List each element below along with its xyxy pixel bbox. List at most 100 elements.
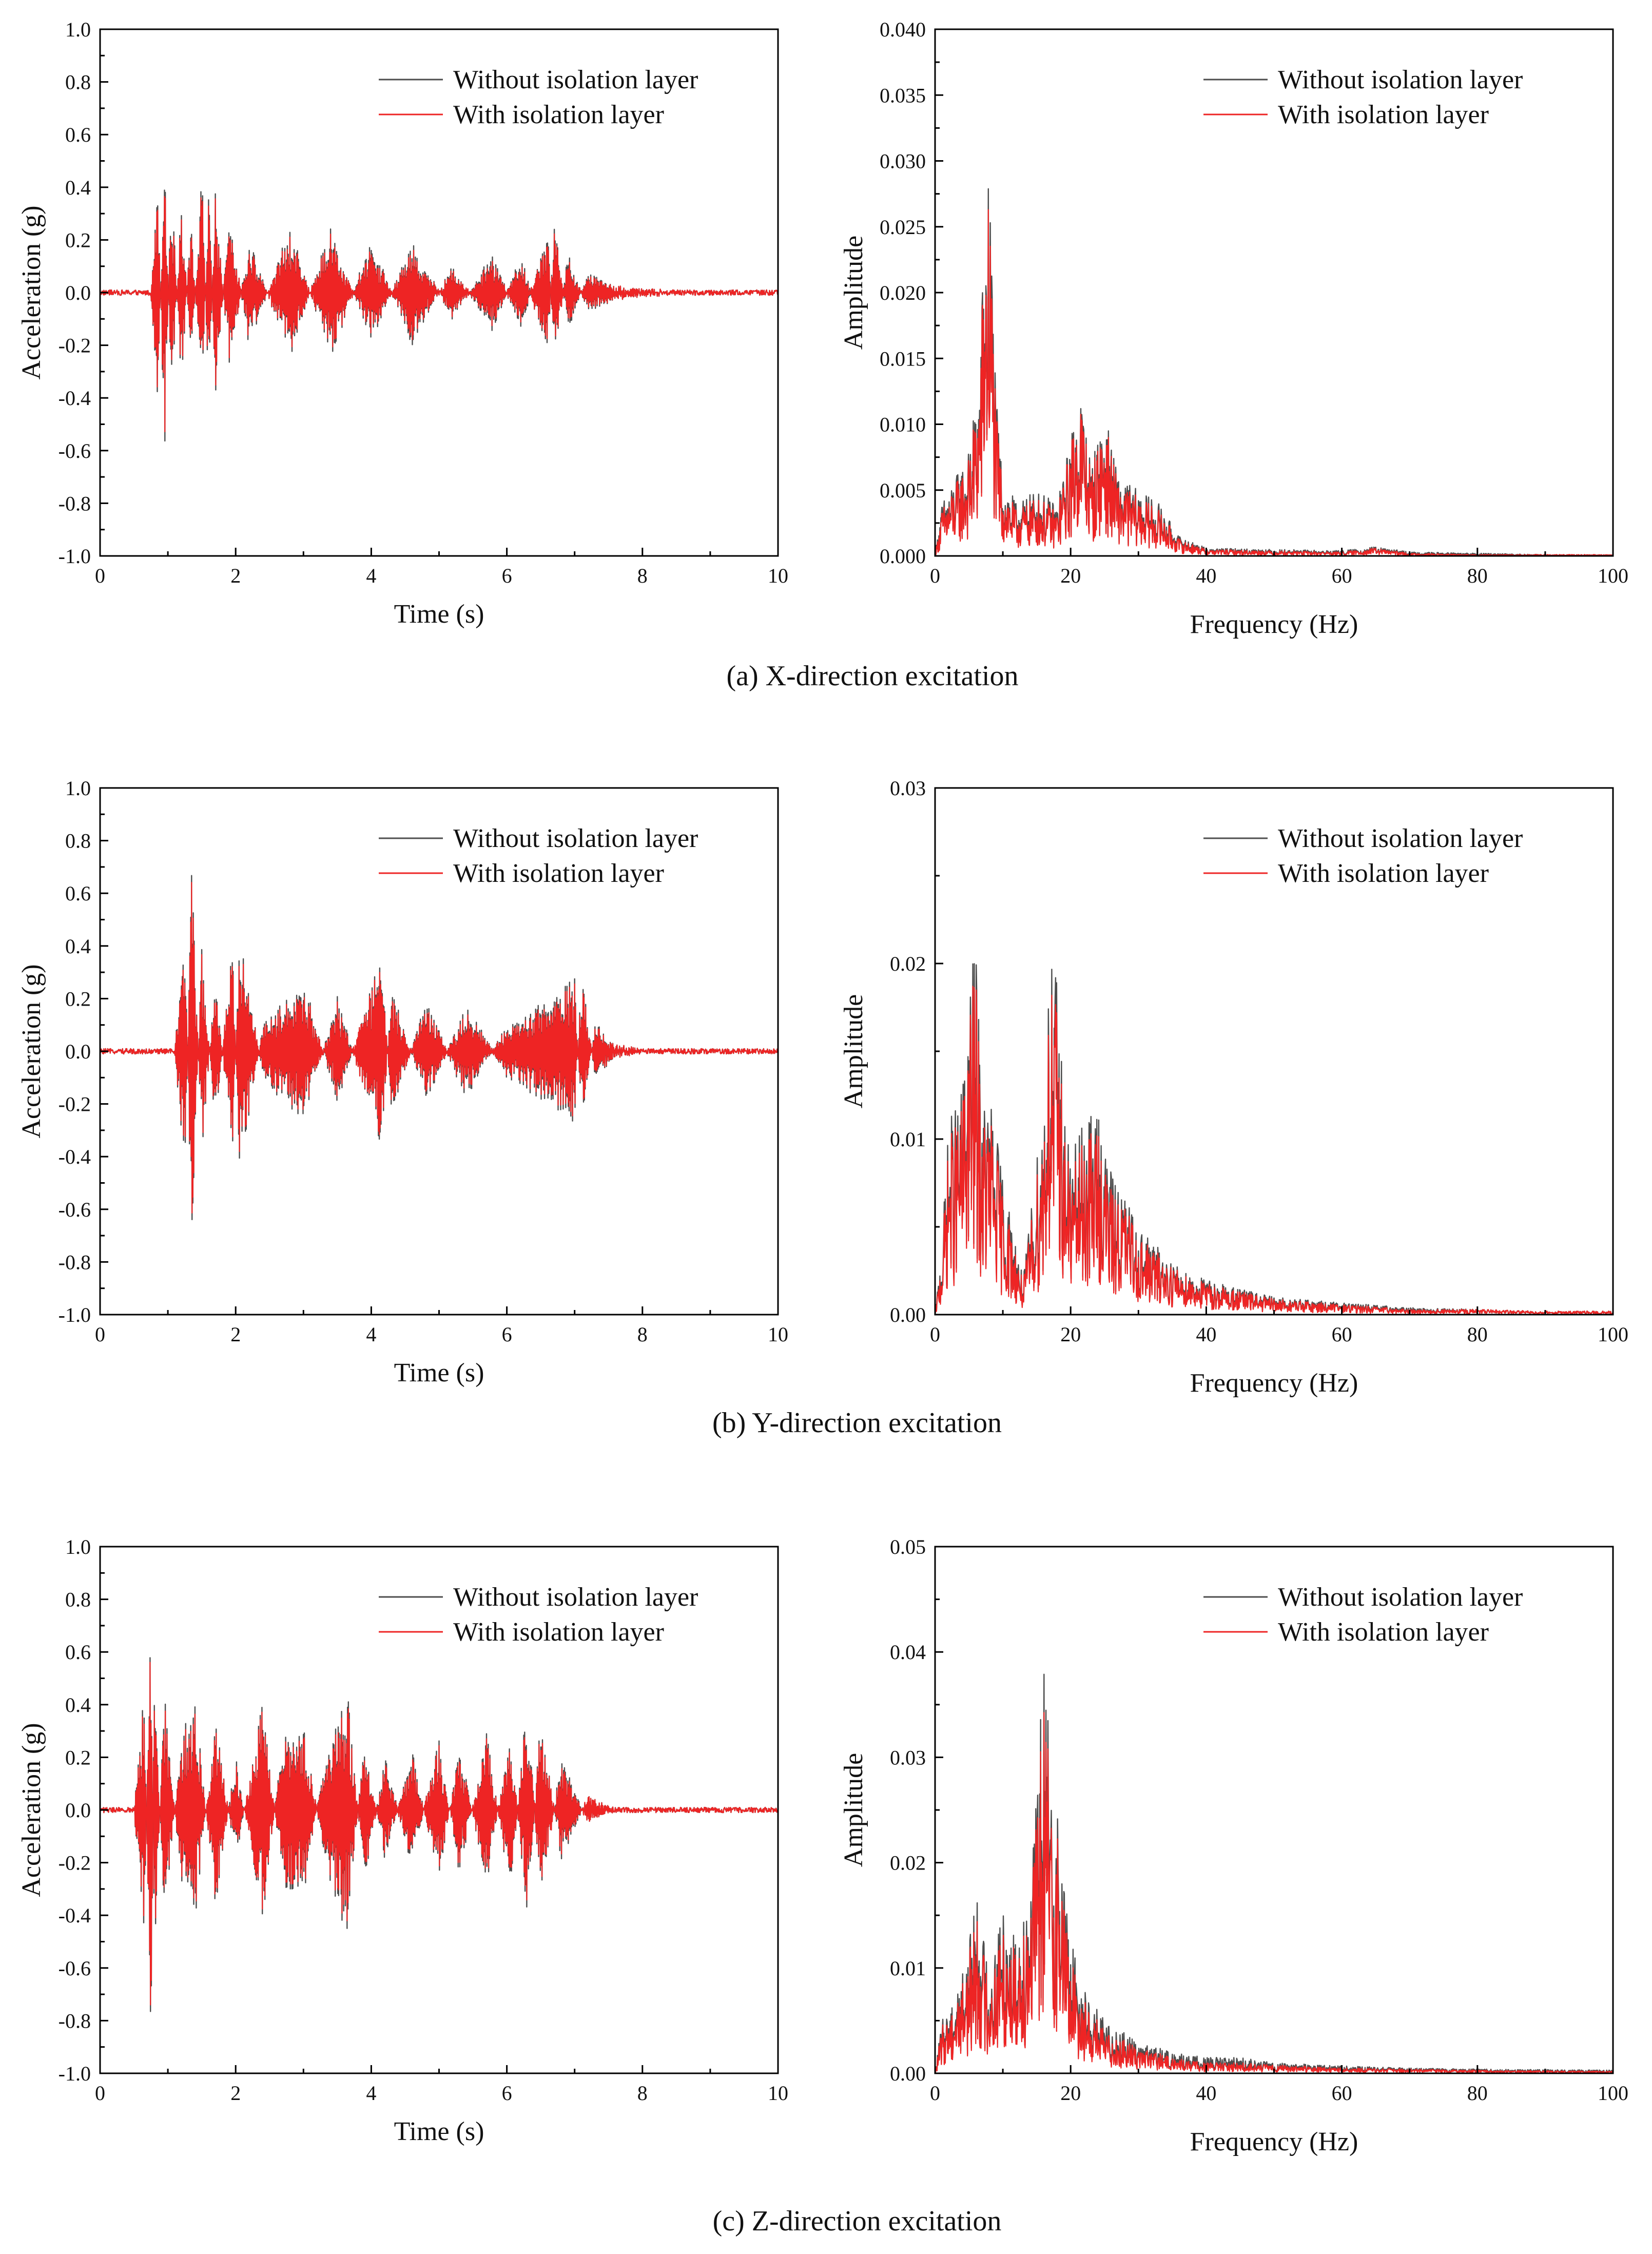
y-axis-title: Amplitude — [839, 236, 868, 350]
x-tick-label: 80 — [1467, 1323, 1488, 1346]
y-tick-label: 0.035 — [880, 84, 926, 107]
caption-a: (a) X-direction excitation — [726, 660, 1018, 692]
y-tick-label: 0.01 — [890, 1128, 926, 1151]
y-tick-label: 0.0 — [65, 281, 91, 304]
y-tick-label: 0.00 — [890, 1303, 926, 1326]
x-tick-label: 10 — [768, 564, 788, 587]
caption-c: (c) Z-direction excitation — [713, 2205, 1002, 2237]
y-tick-label: -0.2 — [59, 1093, 91, 1116]
x-tick-label: 80 — [1467, 564, 1488, 587]
x-axis-title: Frequency (Hz) — [1190, 2127, 1358, 2156]
y-tick-label: 1.0 — [65, 18, 91, 41]
x-tick-label: 0 — [930, 564, 940, 587]
legend-label-without: Without isolation layer — [453, 65, 698, 94]
y-tick-label: 0.03 — [890, 1746, 926, 1769]
y-tick-label: 0.030 — [880, 150, 926, 173]
y-tick-label: -0.4 — [59, 1904, 91, 1927]
chart-y-time: 0 2 4 6 8 10 -1.0 -0.8 -0.6 -0.4 -0.2 0.0 0.2 0.4 0.6 0… — [17, 777, 788, 1388]
x-tick-label: 60 — [1332, 1323, 1352, 1346]
legend-label-without: Without isolation layer — [453, 824, 698, 853]
y-tick-label: 0.040 — [880, 18, 926, 41]
x-tick-label: 60 — [1332, 564, 1352, 587]
legend-label-with: With isolation layer — [453, 100, 664, 129]
chart-z-freq: 0 20 40 60 80 100 0.00 0.01 0.02 0.03 0.04 0.05 Freq… — [839, 1535, 1628, 2156]
y-tick-label: 1.0 — [65, 777, 91, 800]
y-tick-label: -0.8 — [59, 1250, 91, 1274]
x-tick-label: 0 — [95, 1323, 105, 1346]
y-tick-label: 0.025 — [880, 216, 926, 239]
y-tick-label: -0.2 — [59, 1852, 91, 1875]
series-line-with — [100, 1662, 778, 2006]
x-tick-label: 100 — [1598, 564, 1628, 587]
y-tick-label: 0.00 — [890, 2062, 926, 2085]
y-tick-label: -0.2 — [59, 334, 91, 357]
x-axis-title: Time (s) — [394, 2117, 484, 2146]
y-tick-label: 0.2 — [65, 1746, 91, 1769]
x-axis-title: Frequency (Hz) — [1190, 610, 1358, 639]
y-tick-label: -0.8 — [59, 2009, 91, 2032]
legend-label-without: Without isolation layer — [1278, 1583, 1523, 1612]
x-tick-label: 20 — [1060, 564, 1081, 587]
y-tick-label: -0.8 — [59, 492, 91, 515]
chart-x-time: 0 2 4 6 8 10 -1.0 -0.8 -0.6 -0.4 -0.2 0.0 0.2 0.4 0.6 0… — [17, 18, 788, 629]
legend-label-with: With isolation layer — [453, 859, 664, 888]
x-tick-label: 8 — [637, 2082, 648, 2105]
legend-label-with: With isolation layer — [1278, 859, 1489, 888]
y-tick-label: -1.0 — [59, 1303, 91, 1326]
x-tick-label: 0 — [930, 1323, 940, 1346]
caption-b: (b) Y-direction excitation — [712, 1407, 1002, 1439]
y-axis-title: Acceleration (g) — [17, 964, 46, 1138]
x-tick-label: 100 — [1598, 2082, 1628, 2105]
series-line-with — [935, 986, 1613, 1315]
x-tick-label: 2 — [230, 564, 241, 587]
x-tick-label: 100 — [1598, 1323, 1628, 1346]
legend-label-with: With isolation layer — [1278, 100, 1489, 129]
y-tick-label: 0.2 — [65, 228, 91, 252]
y-tick-label: 0.2 — [65, 987, 91, 1010]
y-tick-label: 0.02 — [890, 1852, 926, 1875]
y-tick-label: 0.0 — [65, 1799, 91, 1822]
y-tick-label: 0.6 — [65, 123, 91, 146]
x-tick-label: 2 — [230, 1323, 241, 1346]
y-axis-title: Amplitude — [839, 994, 868, 1108]
x-tick-label: 80 — [1467, 2082, 1488, 2105]
y-axis-title: Amplitude — [839, 1753, 868, 1867]
y-tick-label: -0.6 — [59, 1198, 91, 1221]
x-tick-label: 40 — [1196, 1323, 1216, 1346]
y-axis-title: Acceleration (g) — [17, 1723, 46, 1897]
y-tick-label: -0.4 — [59, 1145, 91, 1168]
legend-label-without: Without isolation layer — [453, 1583, 698, 1612]
x-tick-label: 6 — [502, 2082, 512, 2105]
chart-x-freq: 0 20 40 60 80 100 0.000 0.005 0.010 0.015 0.020 0.0… — [839, 18, 1628, 639]
y-tick-label: -1.0 — [59, 2062, 91, 2085]
x-tick-label: 0 — [95, 564, 105, 587]
y-tick-label: 0.05 — [890, 1535, 926, 1558]
charts-layer: 0 2 4 6 8 10 -1.0 -0.8 -0.6 -0.4 -0.2 0.0 0.2 0.4 0.6 0… — [17, 18, 1628, 2156]
y-axis-title: Acceleration (g) — [17, 205, 46, 379]
series-line-with — [100, 196, 778, 433]
x-tick-label: 4 — [366, 1323, 376, 1346]
x-tick-label: 8 — [637, 1323, 648, 1346]
y-tick-label: 0.02 — [890, 952, 926, 975]
y-tick-label: 0.4 — [65, 935, 91, 958]
x-tick-label: 40 — [1196, 564, 1216, 587]
x-tick-label: 20 — [1060, 1323, 1081, 1346]
x-tick-label: 40 — [1196, 2082, 1216, 2105]
x-tick-label: 8 — [637, 564, 648, 587]
legend-label-with: With isolation layer — [1278, 1617, 1489, 1647]
x-axis-title: Frequency (Hz) — [1190, 1369, 1358, 1398]
y-tick-label: 0.6 — [65, 882, 91, 905]
y-tick-label: 0.01 — [890, 1957, 926, 1980]
y-tick-label: 0.005 — [880, 479, 926, 502]
legend-label-with: With isolation layer — [453, 1617, 664, 1647]
chart-y-freq: 0 20 40 60 80 100 0.00 0.01 0.02 0.03 Frequency (H… — [839, 777, 1628, 1398]
y-tick-label: 1.0 — [65, 1535, 91, 1558]
x-tick-label: 4 — [366, 564, 376, 587]
y-tick-label: 0.010 — [880, 413, 926, 436]
y-tick-label: 0.6 — [65, 1641, 91, 1664]
x-tick-label: 20 — [1060, 2082, 1081, 2105]
x-axis-title: Time (s) — [394, 600, 484, 629]
x-tick-label: 0 — [95, 2082, 105, 2105]
x-tick-label: 10 — [768, 2082, 788, 2105]
